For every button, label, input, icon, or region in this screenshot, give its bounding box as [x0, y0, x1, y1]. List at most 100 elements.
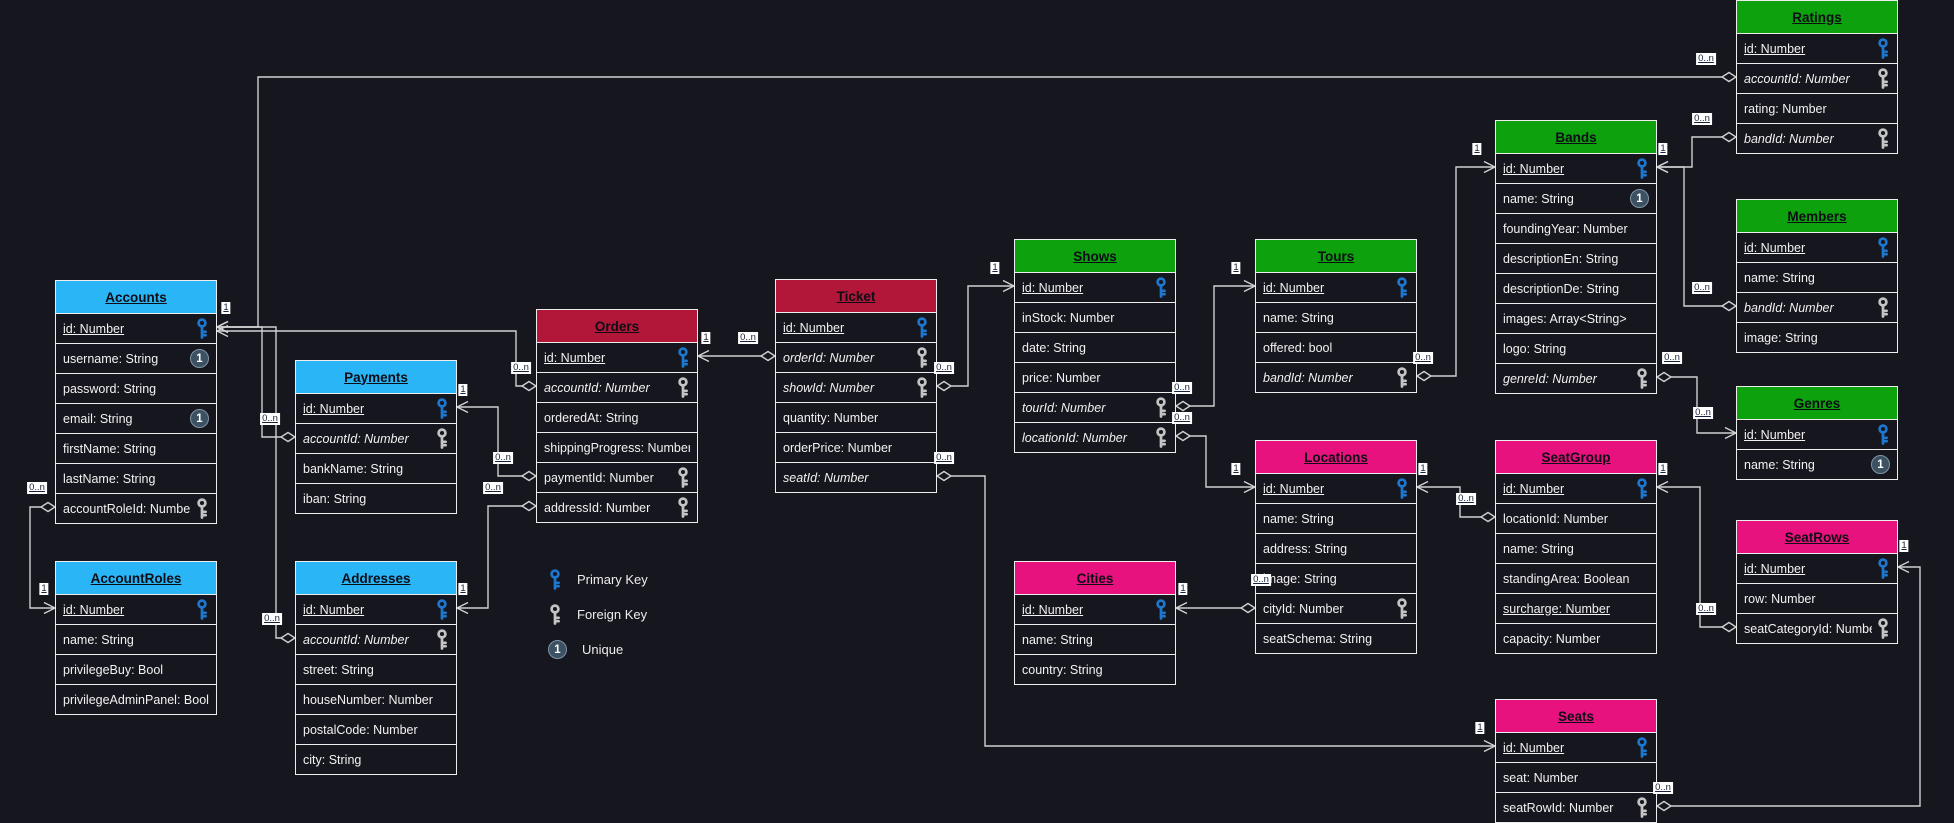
field-row: id: Number	[537, 342, 697, 372]
entity-orders[interactable]: Orders id: Number accountId: Number ordered…	[536, 309, 698, 523]
primary-key-icon	[678, 347, 688, 368]
field-row: quantity: Number	[776, 402, 936, 432]
entity-payments[interactable]: Payments id: Number accountId: Number bankN…	[295, 360, 457, 514]
many-diamond-marker	[1655, 371, 1673, 383]
cardinality-label: 0..n	[511, 362, 531, 374]
primary-key-icon	[1637, 737, 1647, 758]
relationship-line	[217, 76, 1736, 328]
entity-cities[interactable]: Cities id: Number name: String country: Str…	[1014, 561, 1176, 685]
field-row: date: String	[1015, 332, 1175, 362]
foreign-key-icon	[917, 377, 927, 398]
field-label: address: String	[1263, 541, 1348, 556]
field-row: houseNumber: Number	[296, 684, 456, 714]
entity-accountroles[interactable]: AccountRoles id: Number name: String privil…	[55, 561, 217, 715]
entity-accounts[interactable]: Accounts id: Number username: String 1 passw…	[55, 280, 217, 524]
field-row: id: Number	[1256, 272, 1416, 302]
field-row: bankName: String	[296, 453, 456, 483]
one-arrow-marker	[1655, 480, 1669, 494]
primary-key-icon	[1878, 237, 1888, 258]
cardinality-label: 0..n	[1456, 493, 1476, 505]
field-label: orderPrice: Number	[783, 440, 893, 455]
field-row: tourId: Number	[1015, 392, 1175, 422]
field-row: images: Array<String>	[1496, 303, 1656, 333]
entity-seatrows[interactable]: SeatRows id: Number row: Number seatCategor…	[1736, 520, 1898, 644]
one-arrow-marker	[1174, 601, 1188, 615]
field-row: orderedAt: String	[537, 402, 697, 432]
field-row: privilegeBuy: Bool	[56, 654, 216, 684]
field-label: bandId: Number	[1744, 300, 1834, 315]
foreign-key-icon	[1397, 367, 1407, 388]
field-label: name: String	[63, 632, 134, 647]
entity-locations[interactable]: Locations id: Number name: String address: …	[1255, 440, 1417, 654]
field-row: bandId: Number	[1256, 362, 1416, 392]
field-label: cityId: Number	[1263, 601, 1344, 616]
entity-title: Payments	[296, 361, 456, 393]
entity-seatgroup[interactable]: SeatGroup id: Number locationId: Number nam…	[1495, 440, 1657, 654]
field-row: orderId: Number	[776, 342, 936, 372]
cardinality-label: 1	[221, 302, 231, 314]
field-label: id: Number	[63, 602, 125, 617]
field-label: id: Number	[1022, 602, 1084, 617]
entity-members[interactable]: Members id: Number name: String bandId: Num…	[1736, 199, 1898, 353]
entity-title: Ratings	[1737, 1, 1897, 33]
primary-key-icon	[1637, 158, 1647, 179]
entity-bands[interactable]: Bands id: Number name: String 1 foundingYear…	[1495, 120, 1657, 394]
many-diamond-marker	[1720, 131, 1738, 143]
field-row: id: Number	[56, 313, 216, 343]
field-label: city: String	[303, 752, 362, 767]
field-label: accountId: Number	[1744, 71, 1850, 86]
foreign-key-icon	[1156, 397, 1166, 418]
field-row: street: String	[296, 654, 456, 684]
many-diamond-marker	[1174, 400, 1192, 412]
cardinality-label: 0..n	[493, 452, 513, 464]
foreign-key-icon	[678, 497, 688, 518]
field-row: address: String	[1256, 533, 1416, 563]
one-arrow-marker	[455, 400, 469, 414]
relationship-line	[1417, 166, 1495, 377]
field-row: accountId: Number	[296, 624, 456, 654]
cardinality-label: 0..n	[738, 332, 758, 344]
field-row: id: Number	[1737, 419, 1897, 449]
field-row: standingArea: Boolean	[1496, 563, 1656, 593]
entity-addresses[interactable]: Addresses id: Number accountId: Number stre…	[295, 561, 457, 775]
field-label: firstName: String	[63, 441, 157, 456]
field-row: name: String	[1015, 624, 1175, 654]
field-label: name: String	[1022, 632, 1093, 647]
unique-icon: 1	[1871, 455, 1890, 474]
field-label: showId: Number	[783, 380, 875, 395]
one-arrow-marker	[1655, 160, 1669, 174]
entity-ticket[interactable]: Ticket id: Number orderId: Number showId: N…	[775, 279, 937, 493]
entity-ratings[interactable]: Ratings id: Number accountId: Number rating…	[1736, 0, 1898, 154]
field-label: id: Number	[1744, 240, 1806, 255]
field-label: standingArea: Boolean	[1503, 571, 1630, 586]
entity-shows[interactable]: Shows id: Number inStock: Number date: Stri…	[1014, 239, 1176, 453]
field-label: name: String	[1744, 457, 1815, 472]
field-label: id: Number	[544, 350, 606, 365]
field-label: seatId: Number	[783, 470, 869, 485]
many-diamond-marker	[1239, 602, 1257, 614]
relationship-line	[1176, 285, 1255, 407]
field-row: seatSchema: String	[1256, 623, 1416, 653]
relationship-line	[457, 505, 536, 609]
one-arrow-marker	[1896, 560, 1910, 574]
field-row: id: Number	[296, 393, 456, 423]
field-label: id: Number	[1744, 41, 1806, 56]
primary-key-icon	[1878, 38, 1888, 59]
field-label: shippingProgress: Number	[544, 440, 690, 455]
field-label: country: String	[1022, 662, 1103, 677]
cardinality-label: 1	[990, 262, 1000, 274]
field-row: id: Number	[296, 594, 456, 624]
field-row: foundingYear: Number	[1496, 213, 1656, 243]
primary-key-icon	[197, 318, 207, 339]
entity-title: Bands	[1496, 121, 1656, 153]
entity-seats[interactable]: Seats id: Number seat: Number seatRowId: Nu…	[1495, 699, 1657, 823]
entity-tours[interactable]: Tours id: Number name: String offered: bool…	[1255, 239, 1417, 393]
field-label: id: Number	[1022, 280, 1084, 295]
cardinality-label: 1	[1658, 143, 1668, 155]
entity-genres[interactable]: Genres id: Number name: String 1	[1736, 386, 1898, 480]
field-label: accountId: Number	[303, 632, 409, 647]
field-row: accountId: Number	[1737, 63, 1897, 93]
field-label: accountId: Number	[544, 380, 650, 395]
foreign-key-icon	[1637, 368, 1647, 389]
